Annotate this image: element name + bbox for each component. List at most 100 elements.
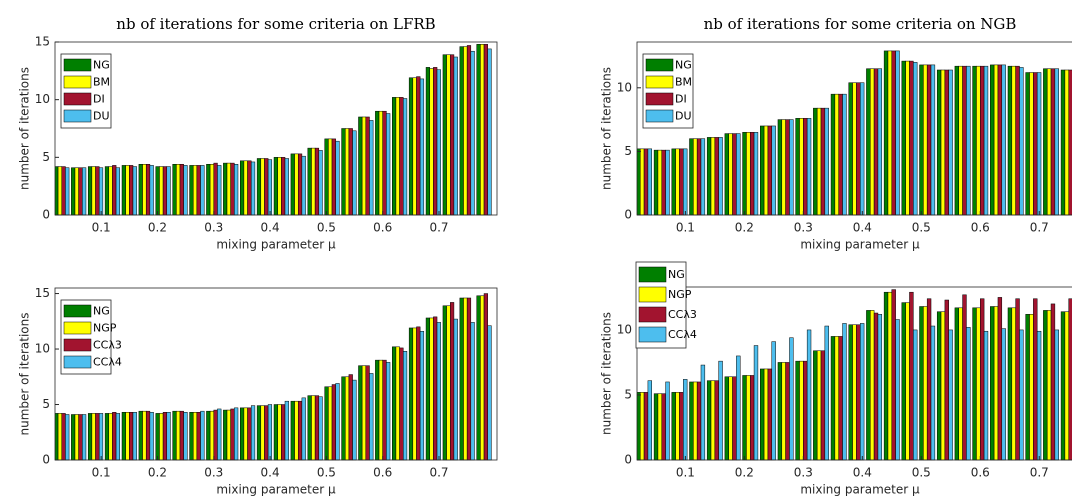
bar: [378, 110, 383, 216]
bar: [671, 392, 676, 461]
bar: [87, 166, 93, 216]
bar: [331, 138, 336, 216]
bar: [450, 302, 455, 461]
bar: [311, 395, 316, 461]
bar: [972, 65, 977, 216]
bar: [145, 410, 151, 461]
legend-label: CCλ3: [93, 339, 122, 352]
bar: [724, 133, 729, 216]
bar: [714, 380, 719, 461]
y-tick-label: 5: [624, 144, 632, 158]
bar: [189, 412, 194, 461]
legend-swatch: [63, 75, 92, 89]
bar: [71, 167, 76, 216]
bar: [913, 329, 918, 461]
bar: [962, 294, 967, 461]
bar: [239, 160, 245, 216]
bar: [958, 65, 963, 216]
bar: [277, 404, 282, 461]
bar: [799, 118, 804, 216]
bar: [247, 407, 252, 461]
bar: [781, 119, 786, 216]
bar: [239, 407, 245, 461]
bar: [226, 409, 231, 461]
bar: [226, 162, 231, 216]
bar: [297, 153, 303, 216]
x-tick-label: 0.2: [735, 221, 754, 235]
bar: [483, 44, 488, 216]
bar: [926, 64, 932, 216]
bar: [247, 160, 252, 216]
bar: [771, 341, 776, 461]
bar: [813, 107, 818, 216]
bar: [990, 306, 995, 461]
bar: [206, 410, 211, 461]
bar: [771, 125, 776, 216]
bar: [392, 346, 397, 461]
bar: [348, 128, 353, 216]
bar: [706, 380, 712, 461]
bar: [909, 60, 914, 216]
bar: [419, 331, 425, 461]
legend-label: BM: [93, 76, 110, 89]
x-tick-label: 0.7: [429, 221, 448, 235]
bar: [476, 44, 481, 216]
x-tick-label: 0.1: [92, 466, 111, 480]
legend-swatch: [645, 58, 674, 72]
bar: [1015, 298, 1020, 461]
y-tick-label: 0: [624, 208, 632, 222]
bar: [732, 133, 737, 216]
bar: [806, 118, 812, 216]
bar: [1046, 310, 1052, 461]
bar: [785, 119, 790, 216]
plot-area: [637, 289, 1072, 461]
bar: [926, 298, 932, 461]
legend-swatch: [63, 58, 92, 72]
bar: [653, 393, 659, 461]
bar: [108, 413, 113, 461]
bar: [213, 409, 218, 461]
bar: [378, 359, 383, 461]
bar: [155, 166, 160, 216]
bar: [746, 375, 751, 461]
bar: [913, 62, 918, 216]
bar: [294, 153, 299, 216]
bar: [679, 148, 684, 216]
legend-label: CCλ4: [93, 356, 122, 369]
bar: [176, 164, 181, 216]
bar: [930, 64, 936, 216]
bar: [919, 306, 924, 461]
bar: [724, 376, 729, 461]
legend-swatch: [645, 92, 674, 106]
bar: [395, 346, 400, 461]
bar: [95, 166, 100, 216]
bar: [196, 412, 201, 461]
bar: [877, 314, 883, 461]
bar: [948, 329, 953, 461]
x-axis-label: mixing parameter μ: [800, 483, 920, 497]
bar: [57, 166, 63, 216]
bar: [403, 351, 408, 461]
bar: [763, 125, 769, 216]
bar: [980, 65, 985, 216]
bar: [234, 164, 239, 216]
bar: [318, 150, 323, 216]
bar: [172, 164, 177, 216]
bar: [816, 350, 822, 461]
bar: [294, 400, 299, 461]
y-tick-label: 5: [42, 397, 50, 411]
bar: [115, 167, 121, 216]
legend-label: CCλ3: [668, 308, 697, 321]
bar: [693, 381, 698, 461]
plot-area: [637, 50, 1072, 216]
bar: [483, 293, 488, 461]
legend-swatch: [63, 92, 92, 106]
bar: [436, 322, 441, 461]
bar: [944, 299, 949, 461]
bar: [419, 78, 425, 216]
bar: [121, 412, 126, 461]
bar: [852, 324, 857, 461]
bar: [281, 157, 286, 216]
bar: [166, 166, 171, 216]
bar: [870, 310, 875, 461]
